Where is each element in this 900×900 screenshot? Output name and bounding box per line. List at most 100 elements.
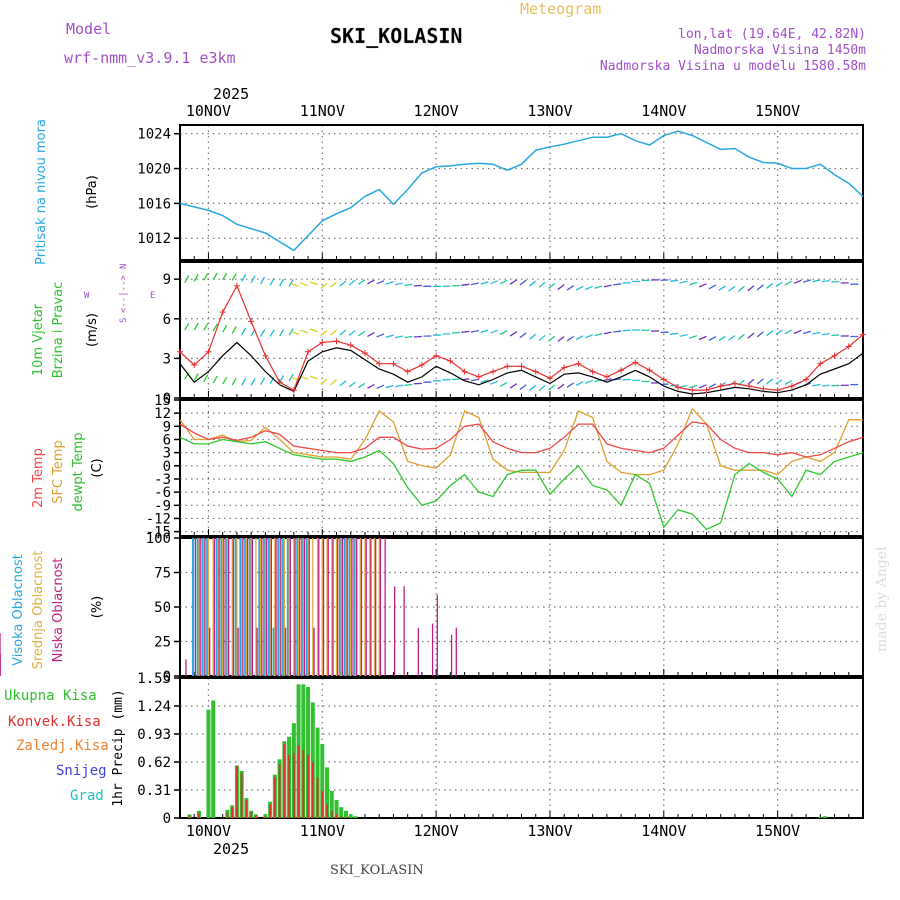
rain-total-bar <box>315 727 320 818</box>
y-tick-label: 1024 <box>137 127 171 143</box>
footer-station: SKI_KOLASIN <box>330 863 424 878</box>
gust-marker <box>817 360 824 367</box>
bottom-day-label: 13NOV <box>527 822 572 840</box>
wind-barb <box>529 333 537 340</box>
gust-marker <box>689 387 696 394</box>
cloud-low-title: Niska Oblacnost <box>51 558 66 663</box>
dewpoint-line <box>179 436 864 531</box>
legend-rain-total: Ukupna Kisa <box>4 688 97 704</box>
wind-barb <box>320 378 328 385</box>
y-tick-label: 0 <box>163 669 171 685</box>
gust-marker <box>675 384 682 391</box>
wind-barb <box>404 283 413 286</box>
bottom-day-label: 15NOV <box>755 822 800 840</box>
y-tick-label: 0 <box>163 459 171 475</box>
wind-barb <box>300 375 309 380</box>
wind-barb-band <box>184 322 859 342</box>
y-tick-label: 12 <box>154 406 171 422</box>
wind-barb <box>470 378 479 382</box>
wind-barb <box>193 273 199 282</box>
wind-barb <box>708 284 717 290</box>
wind-barb <box>775 329 783 336</box>
wind-barb <box>394 384 404 388</box>
wind-barb <box>689 281 698 286</box>
gust-marker <box>546 375 553 382</box>
y-tick-label: 1.55 <box>137 671 171 687</box>
gust-marker <box>305 348 312 355</box>
gust-marker <box>632 359 639 366</box>
wind-barb <box>603 378 612 382</box>
rain-total-bar <box>818 817 823 818</box>
wind-barb <box>385 334 394 339</box>
wind-barb <box>775 281 783 288</box>
wind-barb <box>339 329 347 336</box>
wind-barb <box>404 383 413 387</box>
rain-conv-bar <box>335 814 338 818</box>
y-tick-label: 3 <box>163 351 171 367</box>
legend-rain-conv: Konvek.Kisa <box>8 714 101 730</box>
wind-barb <box>747 285 755 292</box>
wind-barb <box>670 332 679 335</box>
wind-barb <box>320 282 328 290</box>
wind-title-1: 10m Vjetar <box>31 303 46 376</box>
rain-conv-bar <box>288 754 290 818</box>
y-tick-label: -3 <box>154 472 171 488</box>
wind-barb <box>585 379 593 385</box>
legend-hail: Grad <box>70 788 104 804</box>
wind-barb <box>509 279 518 285</box>
wind-barb <box>812 331 821 335</box>
wind-barb <box>793 279 802 284</box>
wind-barb <box>376 384 385 389</box>
gust-marker <box>447 358 454 365</box>
wind-barb <box>184 275 190 283</box>
y-tick-label: 15 <box>154 393 171 409</box>
wind-barb <box>718 285 726 291</box>
wind-barb <box>821 279 830 283</box>
wind-barb <box>557 383 565 390</box>
gust-marker <box>361 350 368 357</box>
wind-barb <box>775 379 783 385</box>
gust-marker <box>731 380 738 387</box>
wind-barb <box>260 276 266 285</box>
wind-barb-band <box>184 272 859 292</box>
gust-marker <box>717 383 724 390</box>
watermark: made by Angel <box>874 546 890 652</box>
rain-total-bar <box>206 709 211 818</box>
gust-marker <box>461 368 468 375</box>
gust-marker <box>490 368 497 375</box>
wind-barb <box>279 328 285 337</box>
wind-barb <box>269 376 275 385</box>
wind-barb <box>698 384 707 389</box>
wind-barb <box>499 279 508 285</box>
wind-panel: 0 3 6 9 <box>163 261 866 407</box>
wind-barb <box>585 285 593 291</box>
wind-barb <box>784 280 793 286</box>
rain-total-bar <box>329 790 334 818</box>
rain-conv-bar <box>311 762 314 818</box>
compass-south: S <box>119 318 129 323</box>
gust-marker <box>319 339 326 346</box>
wind-barb <box>689 384 698 389</box>
station-title: SKI_KOLASIN <box>330 24 462 48</box>
wind-barb <box>756 378 764 385</box>
elevation-label: Nadmorska Visina 1450m <box>694 43 866 58</box>
rain-conv-bar <box>326 804 328 818</box>
top-day-label: 12NOV <box>414 102 459 120</box>
wind-barb <box>260 329 266 337</box>
precip-panel: 0 0.31 0.62 0.93 1.24 1.55 <box>137 671 864 827</box>
plot-frame <box>179 399 864 537</box>
rain-total-bar <box>320 743 325 818</box>
wind-barb <box>529 384 537 391</box>
y-tick-label: 0.31 <box>137 783 171 799</box>
sfc-temp-title: SFC Temp <box>51 440 66 504</box>
wind-barb <box>184 322 190 331</box>
wind-barb <box>193 322 199 331</box>
plot-frame <box>179 677 864 819</box>
wind-barb <box>222 376 228 385</box>
rain-conv-bar <box>188 815 191 818</box>
rain-total-bar <box>348 814 353 818</box>
wind-barb <box>689 335 698 339</box>
gust-marker <box>589 368 596 375</box>
wind-barb <box>329 379 337 386</box>
wind-barb <box>231 377 237 386</box>
